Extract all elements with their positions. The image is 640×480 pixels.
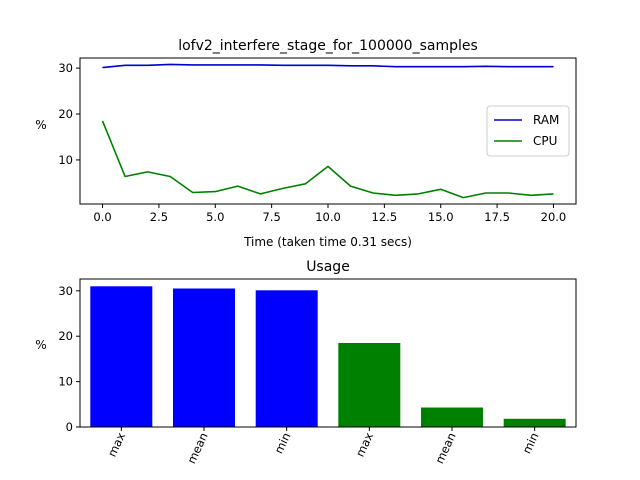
- line-chart-y-ticks: 10 20 30: [58, 61, 80, 167]
- x-tick-label: 20.0: [541, 210, 567, 224]
- legend-cpu-label: CPU: [533, 134, 557, 148]
- bar-chart-y-ticks: 0 10 20 30: [58, 284, 80, 434]
- bar-2-min: [255, 290, 318, 427]
- x-tick-label: 15.0: [428, 210, 454, 224]
- x-tick-label: min: [272, 430, 294, 456]
- y-tick-label: 20: [58, 107, 73, 121]
- bar-chart-frame: [79, 278, 577, 428]
- bar-5-min: [503, 418, 566, 427]
- x-tick-label: 12.5: [372, 210, 398, 224]
- y-tick-label: 20: [58, 329, 73, 343]
- line-chart-x-axis-label: Time (taken time 0.31 secs): [243, 235, 412, 249]
- bar-chart-y-axis-label: %: [35, 338, 46, 352]
- y-tick-label: 10: [58, 153, 73, 167]
- bar-4-mean: [421, 407, 483, 427]
- line-chart-y-axis-label: %: [35, 118, 46, 132]
- x-tick-label: 0.0: [93, 210, 111, 224]
- bar-0-max: [90, 286, 153, 427]
- bar-chart-bars: [90, 286, 566, 427]
- legend-box: [486, 105, 570, 157]
- bar-chart: Usage max mean min max mean min 0 10 20 30 %: [35, 259, 577, 466]
- series-line-ram: [102, 63, 554, 69]
- x-tick-label: max: [105, 430, 128, 459]
- y-tick-label: 30: [58, 61, 73, 75]
- x-tick-label: 5.0: [206, 210, 224, 224]
- line-chart: lofv2_interfere_stage_for_100000_samples…: [35, 38, 577, 249]
- line-chart-series: [101, 63, 554, 199]
- line-chart-x-ticks: 0.0 2.5 5.0 7.5 10.0 12.5 15.0 17.5 20.0: [93, 204, 566, 224]
- y-tick-label: 0: [66, 420, 73, 434]
- x-tick-label: 2.5: [150, 210, 168, 224]
- legend-ram-label: RAM: [533, 113, 559, 127]
- bar-chart-x-ticks: max mean min max mean min: [105, 427, 542, 466]
- line-chart-title: lofv2_interfere_stage_for_100000_samples: [178, 38, 478, 54]
- x-tick-label: mean: [432, 430, 458, 465]
- x-tick-label: 10.0: [315, 210, 341, 224]
- x-tick-label: 17.5: [484, 210, 510, 224]
- y-tick-label: 30: [58, 284, 73, 298]
- x-tick-label: max: [353, 430, 376, 459]
- x-tick-label: mean: [184, 430, 210, 465]
- y-tick-label: 10: [58, 375, 73, 389]
- bar-3-max: [338, 343, 401, 427]
- x-tick-label: 7.5: [262, 210, 280, 224]
- x-tick-label: min: [520, 430, 542, 456]
- bar-1-mean: [173, 288, 235, 427]
- bar-chart-title: Usage: [306, 259, 350, 275]
- series-line-cpu: [101, 120, 554, 199]
- legend: RAM CPU: [486, 105, 570, 157]
